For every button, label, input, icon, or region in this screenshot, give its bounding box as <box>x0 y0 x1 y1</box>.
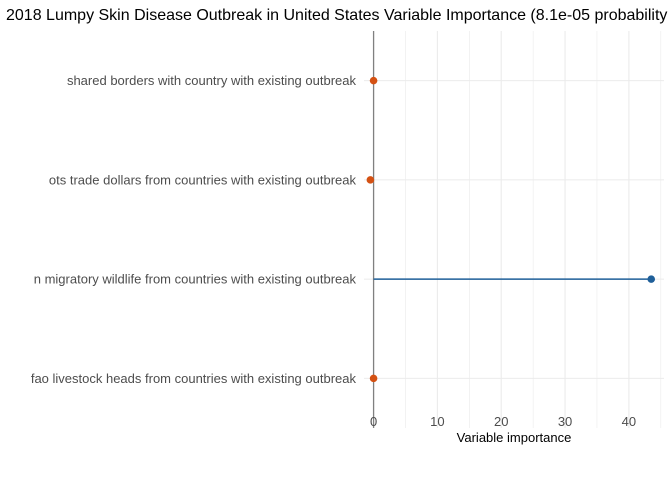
category-label: shared borders with country with existin… <box>67 73 357 88</box>
category-label: n migratory wildlife from countries with… <box>34 272 357 287</box>
data-point <box>369 374 378 383</box>
x-tick-label: 40 <box>622 414 636 429</box>
category-label: fao livestock heads from countries with … <box>31 371 357 386</box>
x-tick-label: 0 <box>370 414 377 429</box>
data-points <box>366 76 656 383</box>
x-tick-labels: 0 10 20 30 40 <box>370 414 636 429</box>
x-axis-label: Variable importance <box>457 430 572 445</box>
data-point <box>366 176 375 184</box>
category-label: ots trade dollars from countries with ex… <box>49 172 357 187</box>
grid-lines <box>364 31 664 428</box>
x-tick-label: 20 <box>494 414 508 429</box>
data-point <box>647 275 656 283</box>
category-labels: shared borders with country with existin… <box>31 73 357 386</box>
x-tick-label: 30 <box>558 414 572 429</box>
lollipop-stems <box>370 179 652 280</box>
x-tick-label: 10 <box>430 414 444 429</box>
data-point <box>369 76 378 85</box>
chart-title: 2018 Lumpy Skin Disease Outbreak in Unit… <box>6 7 667 24</box>
